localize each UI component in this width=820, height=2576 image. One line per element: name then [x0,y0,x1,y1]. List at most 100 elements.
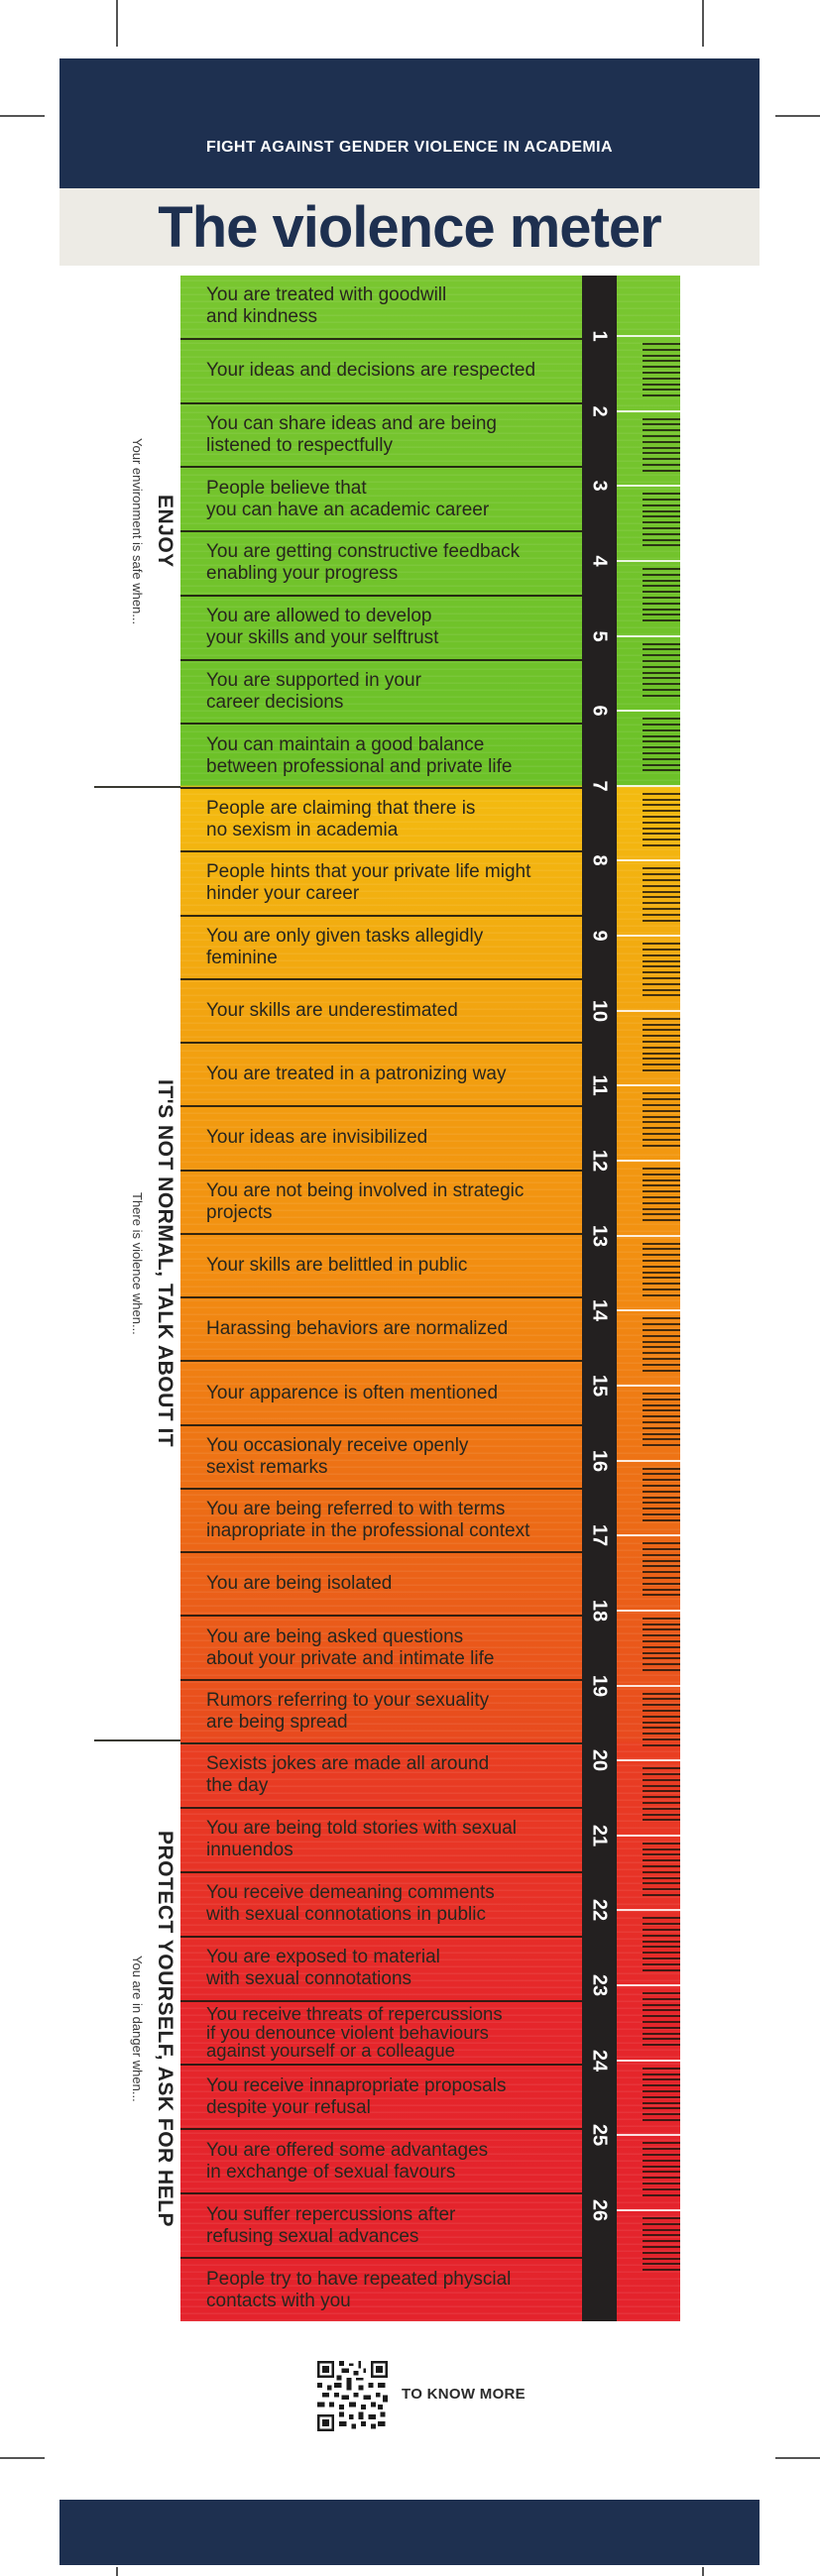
ruler-unit-line [617,1234,680,1237]
ruler-tick [643,982,680,985]
ruler-tick [643,579,680,582]
ruler-tick [643,1553,680,1556]
scale-number: 9 [589,930,611,942]
ruler-tick [643,873,680,876]
violence-meter: You are treated with goodwill and kindne… [180,276,680,2321]
ruler-tick [643,1098,680,1101]
ruler-tick [643,1704,680,1707]
scale-number: 5 [589,629,611,642]
ruler-tick [643,1052,680,1055]
ruler-tick [643,1727,680,1730]
ruler-tick [643,994,680,997]
ruler-tick [643,394,680,397]
ruler-tick [643,366,680,369]
scale-number: 17 [589,1524,611,1547]
ruler-unit-line [617,634,680,637]
ruler-tick [643,1168,680,1171]
ruler-tick [643,2067,680,2070]
ruler-tick [643,1715,680,1718]
ruler-tick [643,1219,680,1222]
scale-number: 15 [589,1374,611,1398]
ruler-unit-line [617,710,680,713]
ruler-unit-line [617,859,680,862]
ruler-tick [643,1518,680,1521]
meter-item: You are being isolated [180,1553,582,1618]
ruler-tick [643,1819,680,1822]
ruler-tick [643,504,680,506]
ruler-tick [643,1444,680,1447]
ruler-tick [643,798,680,801]
ruler-unit-line [617,1459,680,1462]
ruler-tick [643,1848,680,1850]
ruler-tick [643,1035,680,1038]
ruler-tick [643,827,680,830]
ruler-unit-line [617,1759,680,1762]
ruler-tick [643,469,680,472]
ruler-tick [643,2078,680,2081]
ruler-tick [643,1542,680,1545]
ruler-unit-line [617,1309,680,1312]
ruler-tick [643,654,680,657]
header-band: FIGHT AGAINST GENDER VIOLENCE IN ACADEMI… [59,58,760,188]
ruler-tick [643,1283,680,1286]
ruler-tick [643,665,680,668]
ruler-tick [643,1807,680,1810]
ruler-unit-line [617,485,680,488]
ruler-tick [643,1894,680,1896]
ruler-tick [643,1876,680,1879]
ruler-tick [643,694,680,697]
ruler-tick [643,1946,680,1949]
ruler-tick [643,908,680,911]
ruler-tick [643,1571,680,1574]
ruler-tick [643,1242,680,1245]
ruler-tick [643,1888,680,1891]
ruler-tick [643,1796,680,1799]
ruler-tick [643,2095,680,2098]
ruler-tick [643,976,680,979]
scale-number: 2 [589,405,611,417]
ruler-tick [643,1968,680,1971]
ruler-tick [643,683,680,686]
meter-item: You are allowed to develop your skills a… [180,597,582,661]
ruler-tick [643,1357,680,1360]
ruler-tick [643,493,680,496]
ruler-tick [643,423,680,426]
ruler-tick [643,1709,680,1712]
ruler-tick [643,1502,680,1505]
ruler-tick [643,2003,680,2006]
meter-item: You can maintain a good balance between … [206,733,513,777]
ruler-tick [643,2228,680,2231]
ruler-tick [643,1265,680,1268]
ruler-tick [643,2072,680,2075]
ruler-tick [643,2148,680,2151]
ruler-tick [643,1023,680,1026]
scale-number: 7 [589,780,611,792]
ruler-tick [643,619,680,622]
side-label-enjoy: Your environment is safe when... ENJOY [107,276,176,787]
ruler-tick [643,2101,680,2104]
ruler-tick [643,1473,680,1476]
ruler-tick [643,509,680,512]
meter-item: You occasionaly receive openly sexist re… [180,1426,582,1490]
ruler-tick [643,919,680,922]
side-label-not-normal: There is violence when... IT'S NOT NORMA… [107,787,176,1740]
ruler-tick [643,1068,680,1071]
ruler-tick [643,1698,680,1701]
ruler-tick [643,724,680,726]
ruler-tick [643,1737,680,1740]
ruler-tick [643,343,680,345]
ruler-tick [643,948,680,951]
meter-section-green: You are treated with goodwill and kindne… [180,276,582,787]
ruler-tick [643,527,680,530]
ruler-tick [643,833,680,836]
ruler-tick [643,2222,680,2225]
ruler-tick [643,2026,680,2029]
ruler-tick [643,1254,680,1257]
crop-mark [116,2567,118,2576]
footer-band [59,2500,760,2565]
ruler-tick [643,1115,680,1118]
ruler-tick [643,499,680,502]
ruler-tick [643,1046,680,1049]
ruler-unit-line [617,1909,680,1912]
ruler-tick [643,1778,680,1781]
